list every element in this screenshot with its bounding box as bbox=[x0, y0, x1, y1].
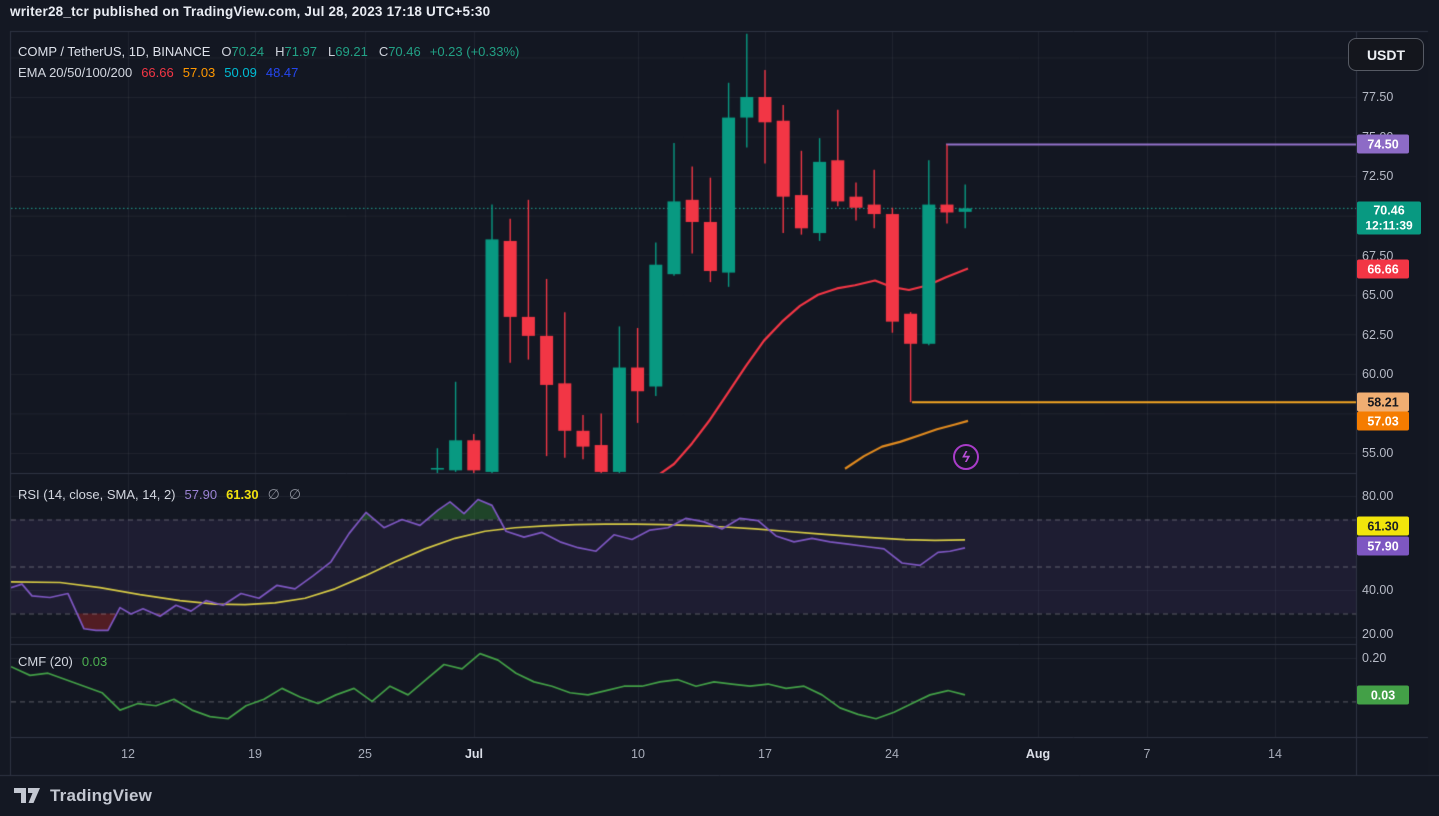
time-axis-label: 25 bbox=[358, 747, 372, 761]
price-line-badge: 57.90 bbox=[1357, 536, 1409, 556]
axis-label: 80.00 bbox=[1362, 489, 1394, 503]
rsi-value: 57.90 bbox=[184, 487, 218, 502]
ema50-value: 57.03 bbox=[182, 65, 216, 80]
candle-countdown: 12:11:39 bbox=[1365, 218, 1413, 232]
footer-bar: TradingView bbox=[0, 776, 1439, 816]
cmf-value: 0.03 bbox=[81, 654, 108, 669]
axis-label: 55.00 bbox=[1362, 446, 1394, 460]
ema100-value: 50.09 bbox=[224, 65, 257, 80]
price-line-badge: 0.03 bbox=[1357, 685, 1409, 705]
axis-label: 62.50 bbox=[1362, 328, 1394, 342]
axis-label: 40.00 bbox=[1362, 583, 1394, 597]
time-axis-label: 24 bbox=[885, 747, 899, 761]
currency-toggle-button[interactable]: USDT bbox=[1348, 38, 1424, 71]
symbol-title: COMP / TetherUS, 1D, BINANCE bbox=[18, 44, 211, 59]
time-axis-label: 10 bbox=[631, 747, 645, 761]
axis-label: 0.20 bbox=[1362, 651, 1387, 665]
symbol-legend[interactable]: COMP / TetherUS, 1D, BINANCE O70.24 H71.… bbox=[18, 44, 519, 59]
time-axis-label: Jul bbox=[464, 747, 484, 761]
ohlc-open: O70.24 bbox=[221, 44, 265, 59]
time-axis[interactable]: 12 19 25 Jul 10 17 24 Aug 7 14 bbox=[0, 737, 1439, 775]
ema200-value: 48.47 bbox=[265, 65, 299, 80]
axis-label: 60.00 bbox=[1362, 367, 1394, 381]
ohlc-low: L69.21 bbox=[328, 44, 368, 59]
rsi-label: RSI (14, close, SMA, 14, 2) bbox=[18, 487, 176, 502]
time-axis-label: 7 bbox=[1143, 747, 1151, 761]
rsi-sma-value: 61.30 bbox=[226, 487, 259, 502]
rsi-empty-icon: ∅ bbox=[288, 486, 302, 502]
publish-header: writer28_tcr published on TradingView.co… bbox=[10, 4, 490, 19]
tradingview-wordmark[interactable]: TradingView bbox=[50, 786, 153, 805]
time-axis-label: Aug bbox=[1025, 747, 1051, 761]
axis-label: 65.00 bbox=[1362, 288, 1394, 302]
ema-label: EMA 20/50/100/200 bbox=[18, 65, 133, 80]
axis-label: 77.50 bbox=[1362, 90, 1394, 104]
ema20-value: 66.66 bbox=[141, 65, 174, 80]
price-axis[interactable]: 77.5075.0072.5067.5065.0062.5060.0055.00… bbox=[1356, 0, 1439, 775]
ema-legend[interactable]: EMA 20/50/100/200 66.66 57.03 50.09 48.4… bbox=[18, 65, 298, 80]
ohlc-close: C70.46 bbox=[378, 44, 421, 59]
price-line-badge: 58.21 bbox=[1357, 392, 1409, 412]
cmf-label: CMF (20) bbox=[18, 654, 73, 669]
rsi-legend[interactable]: RSI (14, close, SMA, 14, 2) 57.90 61.30 … bbox=[18, 486, 301, 503]
flash-icon[interactable]: ϟ bbox=[953, 444, 979, 470]
time-axis-label: 19 bbox=[248, 747, 262, 761]
cmf-legend[interactable]: CMF (20) 0.03 bbox=[18, 654, 107, 669]
price-line-badge: 74.50 bbox=[1357, 134, 1409, 154]
price-line-badge: 66.66 bbox=[1357, 259, 1409, 279]
time-axis-label: 17 bbox=[758, 747, 772, 761]
rsi-empty-icon: ∅ bbox=[267, 486, 280, 502]
time-axis-label: 12 bbox=[121, 747, 135, 761]
publish-title: writer28_tcr published on TradingView.co… bbox=[10, 4, 491, 19]
ohlc-high: H71.97 bbox=[275, 44, 318, 59]
change-value: +0.23 (+0.33%) bbox=[429, 44, 520, 59]
price-line-badge: 57.03 bbox=[1357, 411, 1409, 431]
axis-label: 20.00 bbox=[1362, 627, 1394, 641]
current-price-badge: 70.46 12:11:39 bbox=[1357, 201, 1421, 235]
tradingview-logo-icon[interactable] bbox=[14, 788, 41, 804]
price-line-badge: 61.30 bbox=[1357, 516, 1409, 536]
axis-label: 72.50 bbox=[1362, 169, 1394, 183]
time-axis-label: 14 bbox=[1268, 747, 1282, 761]
